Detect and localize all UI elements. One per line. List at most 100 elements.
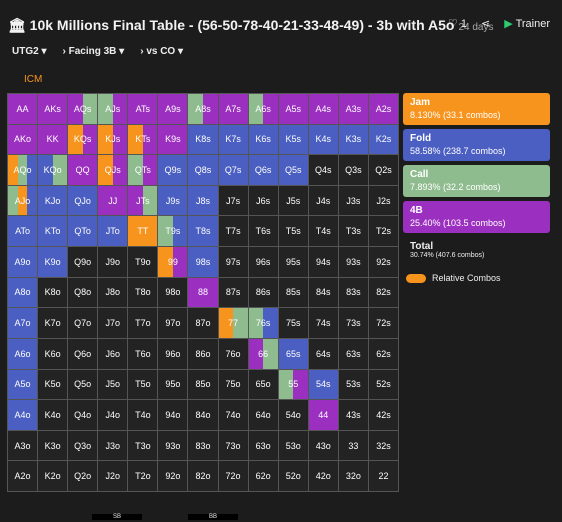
hand-cell[interactable]: A6s xyxy=(248,94,278,124)
hand-cell[interactable]: J2o xyxy=(98,461,128,491)
hand-cell[interactable]: 64s xyxy=(308,338,338,369)
hand-cell[interactable]: 76s xyxy=(248,308,278,338)
hand-cell[interactable]: Q7s xyxy=(218,155,248,185)
hand-cell[interactable]: 92o xyxy=(158,461,188,491)
hand-cell[interactable]: Q5o xyxy=(68,369,98,400)
hand-cell[interactable]: KTo xyxy=(38,216,68,247)
hand-cell[interactable]: K2o xyxy=(38,461,68,491)
hand-cell[interactable]: 98o xyxy=(158,277,188,308)
hand-cell[interactable]: T4o xyxy=(128,400,158,430)
hand-cell[interactable]: K3o xyxy=(38,430,68,461)
hand-cell[interactable]: AQo xyxy=(8,155,38,185)
trainer[interactable]: ▶ Trainer xyxy=(504,18,550,30)
hand-cell[interactable]: T5o xyxy=(128,369,158,400)
hand-cell[interactable]: A4o xyxy=(8,400,38,430)
hand-cell[interactable]: ATo xyxy=(8,216,38,247)
hand-cell[interactable]: 87o xyxy=(188,308,218,338)
hand-cell[interactable]: Q6s xyxy=(248,155,278,185)
hand-cell[interactable]: T2o xyxy=(128,461,158,491)
nav-item[interactable]: › vs CO ▾ xyxy=(140,46,184,57)
hand-cell[interactable]: 43o xyxy=(308,430,338,461)
hand-cell[interactable]: 82s xyxy=(368,277,398,308)
hand-cell[interactable]: 96s xyxy=(248,247,278,277)
hand-cell[interactable]: 75s xyxy=(278,308,308,338)
hand-cell[interactable]: Q2o xyxy=(68,461,98,491)
hand-cell[interactable]: 86o xyxy=(188,338,218,369)
hand-cell[interactable]: J6s xyxy=(248,185,278,216)
share[interactable]: ⋖ xyxy=(481,18,491,30)
hand-cell[interactable]: 96o xyxy=(158,338,188,369)
hand-cell[interactable]: K3s xyxy=(338,124,368,155)
hand-cell[interactable]: 85s xyxy=(278,277,308,308)
hand-cell[interactable]: A3s xyxy=(338,94,368,124)
hand-cell[interactable]: T3o xyxy=(128,430,158,461)
hand-cell[interactable]: 62s xyxy=(368,338,398,369)
hand-cell[interactable]: 82o xyxy=(188,461,218,491)
hand-cell[interactable]: 62o xyxy=(248,461,278,491)
hand-cell[interactable]: 84o xyxy=(188,400,218,430)
hand-cell[interactable]: K6s xyxy=(248,124,278,155)
hand-cell[interactable]: 97o xyxy=(158,308,188,338)
hand-cell[interactable]: 63s xyxy=(338,338,368,369)
hand-cell[interactable]: J8s xyxy=(188,185,218,216)
hand-cell[interactable]: 33 xyxy=(338,430,368,461)
hand-cell[interactable]: 74o xyxy=(218,400,248,430)
hand-cell[interactable]: 93s xyxy=(338,247,368,277)
hand-cell[interactable]: A9s xyxy=(158,94,188,124)
hand-cell[interactable]: 55 xyxy=(278,369,308,400)
hand-cell[interactable]: T8o xyxy=(128,277,158,308)
hand-cell[interactable]: 99 xyxy=(158,247,188,277)
hand-cell[interactable]: 97s xyxy=(218,247,248,277)
hand-cell[interactable]: T3s xyxy=(338,216,368,247)
hand-cell[interactable]: A5o xyxy=(8,369,38,400)
hand-cell[interactable]: T6s xyxy=(248,216,278,247)
hand-cell[interactable]: A6o xyxy=(8,338,38,369)
hand-cell[interactable]: Q6o xyxy=(68,338,98,369)
hand-cell[interactable]: Q9s xyxy=(158,155,188,185)
hand-cell[interactable]: 52o xyxy=(278,461,308,491)
hand-cell[interactable]: 94o xyxy=(158,400,188,430)
hand-cell[interactable]: 95s xyxy=(278,247,308,277)
hand-cell[interactable]: QJs xyxy=(98,155,128,185)
hand-cell[interactable]: 54o xyxy=(278,400,308,430)
hand-cell[interactable]: A8o xyxy=(8,277,38,308)
hand-cell[interactable]: 54s xyxy=(308,369,338,400)
hand-cell[interactable]: 22 xyxy=(368,461,398,491)
hand-cell[interactable]: 65o xyxy=(248,369,278,400)
hand-cell[interactable]: K8o xyxy=(38,277,68,308)
hand-cell[interactable]: 42o xyxy=(308,461,338,491)
hand-cell[interactable]: KJs xyxy=(98,124,128,155)
hand-cell[interactable]: Q2s xyxy=(368,155,398,185)
hand-cell[interactable]: Q4s xyxy=(308,155,338,185)
hand-cell[interactable]: AKs xyxy=(38,94,68,124)
hand-cell[interactable]: KQs xyxy=(68,124,98,155)
hand-cell[interactable]: KJo xyxy=(38,185,68,216)
hand-cell[interactable]: 83o xyxy=(188,430,218,461)
hand-cell[interactable]: 72o xyxy=(218,461,248,491)
hand-cell[interactable]: K7o xyxy=(38,308,68,338)
hand-cell[interactable]: AJs xyxy=(98,94,128,124)
hand-cell[interactable]: 32o xyxy=(338,461,368,491)
hand-cell[interactable]: J5s xyxy=(278,185,308,216)
hand-cell[interactable]: 32s xyxy=(368,430,398,461)
hand-cell[interactable]: A7o xyxy=(8,308,38,338)
hand-cell[interactable]: 75o xyxy=(218,369,248,400)
hand-cell[interactable]: 84s xyxy=(308,277,338,308)
hand-cell[interactable]: AQs xyxy=(68,94,98,124)
hand-cell[interactable]: A9o xyxy=(8,247,38,277)
hand-cell[interactable]: J4o xyxy=(98,400,128,430)
hand-cell[interactable]: J6o xyxy=(98,338,128,369)
hand-cell[interactable]: 98s xyxy=(188,247,218,277)
hand-cell[interactable]: 53o xyxy=(278,430,308,461)
hand-cell[interactable]: J8o xyxy=(98,277,128,308)
like[interactable]: ♡ 1 xyxy=(447,18,468,30)
hand-cell[interactable]: 95o xyxy=(158,369,188,400)
legend-item[interactable]: 4B 25.40% (103.5 combos) xyxy=(403,201,550,233)
hand-cell[interactable]: K9s xyxy=(158,124,188,155)
hand-cell[interactable]: T7o xyxy=(128,308,158,338)
hand-cell[interactable]: Q8o xyxy=(68,277,98,308)
hand-cell[interactable]: 72s xyxy=(368,308,398,338)
hand-cell[interactable]: 73o xyxy=(218,430,248,461)
hand-cell[interactable]: 53s xyxy=(338,369,368,400)
hand-cell[interactable]: T5s xyxy=(278,216,308,247)
